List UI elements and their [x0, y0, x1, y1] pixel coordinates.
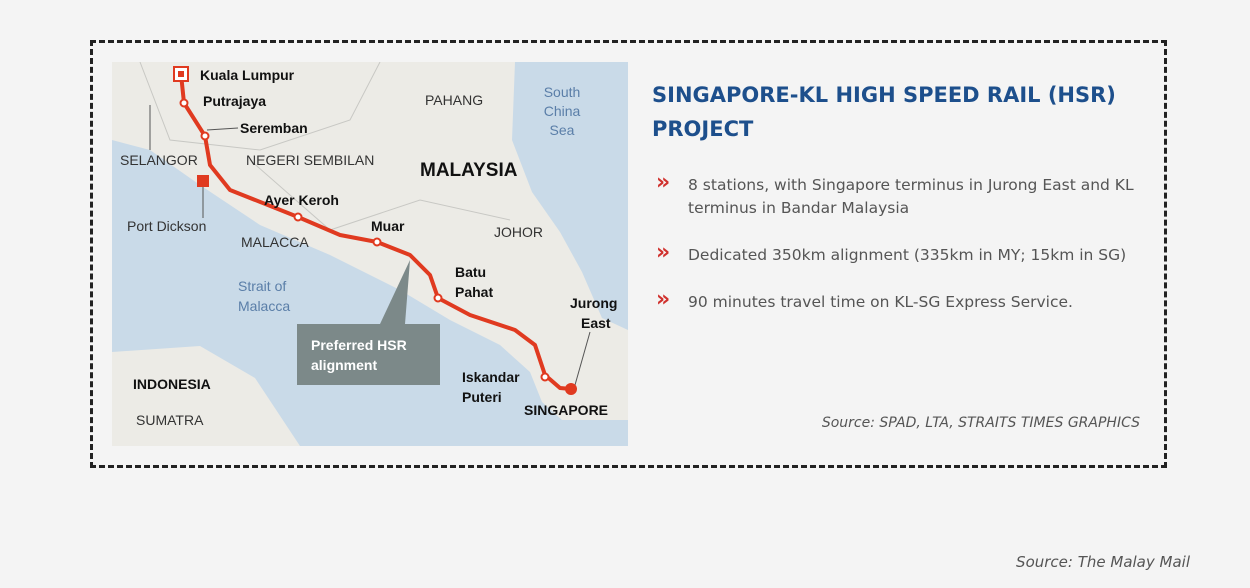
callout-box	[297, 324, 440, 385]
map-label: Iskandar	[462, 369, 520, 385]
map-label: South	[544, 84, 581, 100]
sea-east	[512, 62, 628, 330]
bullet-list: 8 stations, with Singapore terminus in J…	[656, 171, 1156, 338]
map-label: SELANGOR	[120, 152, 198, 168]
kl-marker	[178, 71, 184, 77]
station	[433, 293, 443, 303]
source: Source: SPAD, LTA, STRAITS TIMES GRAPHIC…	[821, 415, 1140, 431]
footer-source: Source: The Malay Mail	[1016, 553, 1190, 571]
map-label: Muar	[371, 218, 405, 234]
map-label: Preferred HSR	[311, 337, 407, 353]
map-label: Port Dickson	[127, 218, 206, 234]
map-label: Pahat	[455, 284, 493, 300]
bullet: 90 minutes travel time on KL-SG Express …	[656, 288, 1156, 314]
info-box	[90, 40, 1167, 468]
station	[293, 212, 303, 222]
map-label: SUMATRA	[136, 412, 204, 428]
station	[372, 237, 382, 247]
map: Kuala Lumpur Putrajaya Seremban SELANGOR…	[112, 62, 628, 446]
map-label: PAHANG	[425, 92, 483, 108]
station	[540, 372, 550, 382]
singapore-marker	[565, 383, 577, 395]
map-label: Batu	[455, 264, 486, 280]
bullet: 8 stations, with Singapore terminus in J…	[656, 171, 1156, 220]
map-label: Sea	[550, 122, 575, 138]
map-label: Malacca	[238, 298, 290, 314]
map-label: Strait of	[238, 278, 286, 294]
station	[200, 131, 210, 141]
callout-pointer	[380, 260, 410, 324]
borders	[139, 62, 511, 231]
port-dickson-marker	[197, 175, 209, 187]
route	[179, 73, 572, 391]
map-label: Putrajaya	[203, 93, 266, 109]
map-label: East	[581, 315, 611, 331]
map-label: JOHOR	[494, 224, 543, 240]
map-label: MALAYSIA	[420, 160, 518, 181]
map-label: alignment	[311, 357, 377, 373]
stations	[179, 98, 550, 382]
map-label: Seremban	[240, 120, 308, 136]
bullet: Dedicated 350km alignment (335km in MY; …	[656, 241, 1156, 267]
sea	[112, 140, 628, 446]
sumatra-land	[112, 346, 300, 446]
map-label: NEGERI SEMBILAN	[246, 152, 374, 168]
title: SINGAPORE-KL HIGH SPEED RAIL (HSR) PROJE…	[652, 83, 1116, 141]
leader	[574, 331, 591, 386]
map-label: Jurong	[570, 295, 617, 311]
map-label: Puteri	[462, 389, 502, 405]
map-label: SINGAPORE	[524, 402, 608, 418]
station	[179, 98, 189, 108]
map-label: Ayer Keroh	[264, 192, 339, 208]
map-label: China	[544, 103, 581, 119]
map-label: Kuala Lumpur	[200, 67, 295, 83]
leader	[206, 127, 239, 131]
map-label: MALACCA	[241, 234, 309, 250]
map-label: INDONESIA	[133, 376, 211, 392]
